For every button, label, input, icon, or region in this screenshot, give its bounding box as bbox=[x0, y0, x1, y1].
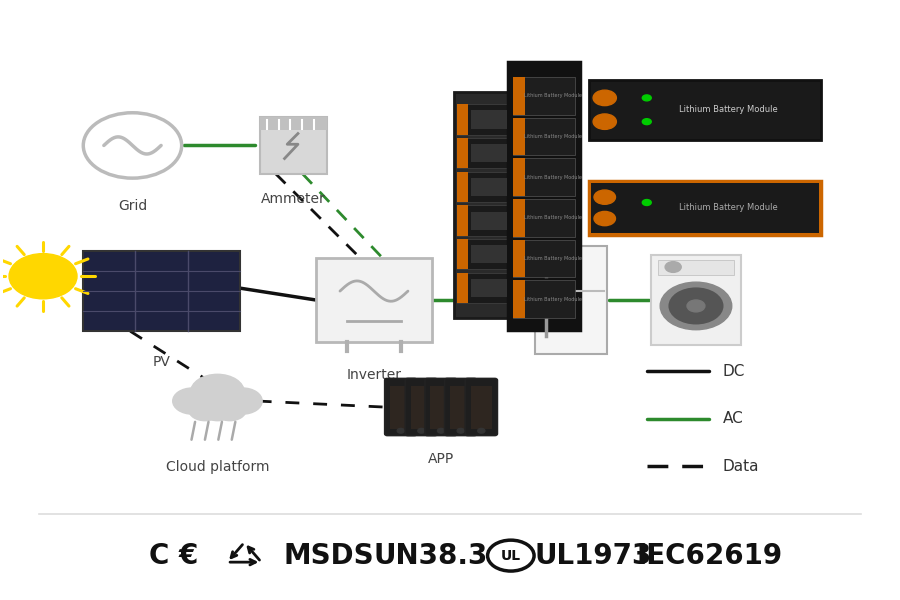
FancyBboxPatch shape bbox=[471, 279, 508, 297]
FancyBboxPatch shape bbox=[513, 199, 575, 236]
Text: Lithium Battery Module: Lithium Battery Module bbox=[679, 203, 778, 212]
FancyBboxPatch shape bbox=[513, 77, 575, 115]
FancyBboxPatch shape bbox=[454, 92, 513, 318]
Circle shape bbox=[191, 374, 244, 410]
FancyBboxPatch shape bbox=[410, 386, 432, 429]
Circle shape bbox=[173, 388, 212, 414]
FancyBboxPatch shape bbox=[457, 205, 468, 236]
Circle shape bbox=[202, 399, 233, 421]
FancyBboxPatch shape bbox=[405, 379, 437, 436]
Text: Lithium Battery Module: Lithium Battery Module bbox=[524, 215, 581, 220]
Circle shape bbox=[643, 200, 652, 205]
Text: Grid: Grid bbox=[118, 199, 147, 213]
FancyBboxPatch shape bbox=[457, 104, 510, 134]
FancyBboxPatch shape bbox=[513, 158, 575, 196]
Text: Inverter: Inverter bbox=[346, 368, 401, 382]
Text: UL1973: UL1973 bbox=[535, 542, 652, 569]
FancyBboxPatch shape bbox=[591, 183, 818, 233]
FancyBboxPatch shape bbox=[457, 138, 468, 168]
FancyBboxPatch shape bbox=[513, 77, 525, 115]
FancyBboxPatch shape bbox=[457, 172, 468, 202]
FancyBboxPatch shape bbox=[513, 118, 525, 155]
FancyBboxPatch shape bbox=[535, 246, 607, 354]
Text: APP: APP bbox=[428, 452, 454, 466]
FancyBboxPatch shape bbox=[513, 280, 525, 318]
FancyBboxPatch shape bbox=[508, 62, 580, 330]
Text: MSDS: MSDS bbox=[284, 542, 374, 569]
Text: C: C bbox=[149, 542, 169, 569]
FancyBboxPatch shape bbox=[513, 158, 525, 196]
Circle shape bbox=[223, 388, 262, 414]
Text: UL: UL bbox=[500, 548, 521, 563]
FancyBboxPatch shape bbox=[465, 379, 498, 436]
Text: PV: PV bbox=[153, 355, 170, 369]
FancyBboxPatch shape bbox=[513, 239, 525, 277]
Circle shape bbox=[593, 90, 616, 106]
FancyBboxPatch shape bbox=[457, 273, 468, 303]
Text: Lithium Battery Module: Lithium Battery Module bbox=[679, 105, 778, 114]
Text: Lithium Battery Module: Lithium Battery Module bbox=[524, 175, 581, 179]
FancyBboxPatch shape bbox=[589, 181, 821, 235]
Circle shape bbox=[437, 428, 445, 433]
FancyBboxPatch shape bbox=[457, 172, 510, 202]
Circle shape bbox=[594, 190, 616, 204]
FancyBboxPatch shape bbox=[589, 80, 821, 140]
Circle shape bbox=[478, 428, 485, 433]
FancyBboxPatch shape bbox=[425, 379, 457, 436]
Circle shape bbox=[643, 119, 652, 125]
FancyBboxPatch shape bbox=[471, 110, 508, 128]
FancyBboxPatch shape bbox=[260, 117, 327, 173]
FancyBboxPatch shape bbox=[384, 379, 417, 436]
FancyBboxPatch shape bbox=[457, 104, 468, 134]
FancyBboxPatch shape bbox=[471, 178, 508, 196]
Circle shape bbox=[643, 95, 652, 101]
Circle shape bbox=[189, 399, 221, 421]
FancyBboxPatch shape bbox=[471, 144, 508, 162]
Text: €: € bbox=[178, 542, 198, 569]
Circle shape bbox=[457, 428, 464, 433]
Circle shape bbox=[397, 428, 404, 433]
FancyBboxPatch shape bbox=[651, 255, 741, 345]
Text: AC: AC bbox=[723, 412, 743, 427]
FancyBboxPatch shape bbox=[457, 239, 510, 269]
Circle shape bbox=[687, 300, 705, 312]
Text: DC: DC bbox=[723, 364, 745, 379]
Circle shape bbox=[593, 114, 616, 130]
Text: UN38.3: UN38.3 bbox=[374, 542, 488, 569]
Circle shape bbox=[9, 254, 77, 299]
FancyBboxPatch shape bbox=[513, 199, 525, 236]
FancyBboxPatch shape bbox=[445, 379, 477, 436]
Circle shape bbox=[665, 262, 681, 272]
Text: Lithium Battery Module: Lithium Battery Module bbox=[524, 296, 581, 302]
FancyBboxPatch shape bbox=[390, 386, 411, 429]
FancyBboxPatch shape bbox=[658, 260, 734, 275]
Circle shape bbox=[418, 428, 425, 433]
Text: Cloud platform: Cloud platform bbox=[166, 461, 269, 475]
FancyBboxPatch shape bbox=[457, 239, 468, 269]
Circle shape bbox=[661, 282, 732, 330]
Text: IEC62619: IEC62619 bbox=[636, 542, 782, 569]
FancyBboxPatch shape bbox=[471, 245, 508, 263]
Text: Data: Data bbox=[723, 459, 760, 474]
FancyBboxPatch shape bbox=[430, 386, 452, 429]
Circle shape bbox=[214, 399, 246, 421]
Circle shape bbox=[594, 211, 616, 226]
FancyBboxPatch shape bbox=[450, 386, 472, 429]
Text: Ammeter: Ammeter bbox=[261, 191, 326, 206]
FancyBboxPatch shape bbox=[513, 280, 575, 318]
FancyBboxPatch shape bbox=[457, 205, 510, 236]
FancyBboxPatch shape bbox=[513, 239, 575, 277]
FancyBboxPatch shape bbox=[316, 259, 432, 341]
FancyBboxPatch shape bbox=[471, 212, 508, 230]
FancyBboxPatch shape bbox=[84, 251, 239, 331]
FancyBboxPatch shape bbox=[457, 273, 510, 303]
FancyBboxPatch shape bbox=[260, 117, 327, 130]
Text: Lithium Battery Module: Lithium Battery Module bbox=[524, 134, 581, 139]
Circle shape bbox=[669, 288, 723, 324]
FancyBboxPatch shape bbox=[513, 118, 575, 155]
FancyBboxPatch shape bbox=[471, 386, 492, 429]
Text: Lithium Battery Module: Lithium Battery Module bbox=[524, 94, 581, 98]
FancyBboxPatch shape bbox=[457, 138, 510, 168]
Text: Lithium Battery Module: Lithium Battery Module bbox=[524, 256, 581, 261]
